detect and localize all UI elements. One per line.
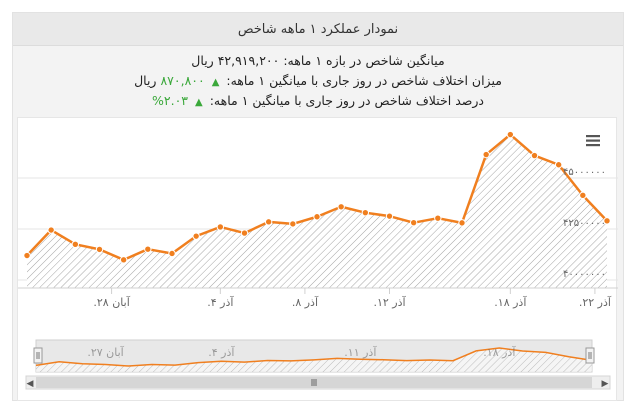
- average-stat: میانگین شاخص در بازه ۱ ماهه: ۴۲,۹۱۹,۲۰۰ …: [13, 51, 623, 71]
- caret-up-icon: ▲: [211, 77, 220, 88]
- navigator-line: [35, 347, 593, 367]
- navigator-scrollbar[interactable]: ◀ ▶: [25, 375, 611, 390]
- navigator-tick-label: آذر ۴.: [208, 345, 235, 359]
- data-point[interactable]: [47, 226, 55, 234]
- percent-value: ۲.۰۳%: [152, 93, 189, 108]
- caret-up-icon: ▲: [195, 97, 203, 108]
- average-unit: ریال: [191, 53, 214, 68]
- data-point[interactable]: [168, 249, 176, 258]
- data-point[interactable]: [95, 245, 104, 254]
- x-tick-label: آذر ۱۸.: [494, 295, 527, 309]
- data-point[interactable]: [264, 218, 273, 226]
- percent-label: درصد اختلاف شاخص در روز جاری با میانگین …: [209, 93, 484, 108]
- data-point[interactable]: [71, 240, 80, 249]
- data-point[interactable]: [216, 223, 225, 231]
- data-point[interactable]: [385, 212, 394, 220]
- y-tick-label: ۴۲۵۰۰۰۰۰: [563, 218, 606, 229]
- series-area: [27, 134, 607, 288]
- data-point[interactable]: [313, 213, 321, 221]
- navigator-tick-label: آذر ۱۱.: [344, 345, 377, 359]
- data-point[interactable]: [579, 191, 587, 200]
- data-point[interactable]: [23, 251, 31, 260]
- x-tick-label: آذر ۸.: [292, 295, 319, 309]
- data-point[interactable]: [289, 220, 297, 228]
- hamburger-menu-icon[interactable]: [585, 133, 601, 149]
- stats-block: میانگین شاخص در بازه ۱ ماهه: ۴۲,۹۱۹,۲۰۰ …: [13, 51, 623, 111]
- scroll-right-arrow-icon[interactable]: ▶: [602, 379, 609, 389]
- data-point[interactable]: [361, 208, 370, 217]
- navigator-left-handle[interactable]: [33, 347, 43, 364]
- navigator-right-handle[interactable]: [585, 347, 595, 364]
- data-point[interactable]: [144, 245, 152, 253]
- average-label: میانگین شاخص در بازه ۱ ماهه:: [283, 53, 445, 68]
- difference-value: ۸۷۰,۸۰۰: [160, 73, 205, 88]
- data-point[interactable]: [240, 229, 249, 237]
- chart-container: آبان ۲۸. آذر ۴. آذر ۸. آذر ۱۲. آذر ۱۸. آذر ۲۲…: [17, 117, 618, 401]
- data-point[interactable]: [530, 151, 539, 160]
- average-value: ۴۲,۹۱۹,۲۰۰: [217, 53, 280, 68]
- data-point[interactable]: [482, 150, 490, 159]
- difference-label: میزان اختلاف شاخص در روز جاری با میانگین…: [226, 73, 502, 88]
- data-point[interactable]: [192, 232, 200, 240]
- data-point[interactable]: [409, 218, 418, 227]
- difference-unit: ریال: [134, 73, 157, 88]
- x-tick-label: آذر ۱۲.: [373, 295, 406, 309]
- scroll-left-arrow-icon[interactable]: ◀: [27, 379, 34, 389]
- line-chart[interactable]: آبان ۲۸. آذر ۴. آذر ۸. آذر ۱۲. آذر ۱۸. آذر ۲۲…: [18, 118, 618, 401]
- navigator[interactable]: آبان ۲۷. آذر ۴. آذر ۱۱. آذر ۱۸.◀ ▶: [25, 339, 611, 390]
- data-point[interactable]: [458, 219, 466, 227]
- difference-stat: میزان اختلاف شاخص در روز جاری با میانگین…: [13, 71, 623, 91]
- data-point[interactable]: [434, 214, 442, 222]
- navigator-tick-label: آبان ۲۷.: [87, 345, 124, 359]
- x-tick-label: آذر ۲۲.: [579, 295, 612, 309]
- navigator-tick-label: آذر ۱۸.: [483, 345, 516, 359]
- data-point[interactable]: [119, 256, 128, 264]
- data-point[interactable]: [554, 161, 563, 169]
- data-point[interactable]: [506, 130, 515, 139]
- data-point[interactable]: [603, 217, 611, 225]
- x-tick-label: آذر ۴.: [207, 295, 234, 309]
- y-tick-label: ۴۰۰۰۰۰۰۰: [563, 269, 606, 280]
- data-point[interactable]: [337, 203, 345, 211]
- percent-stat: درصد اختلاف شاخص در روز جاری با میانگین …: [13, 91, 623, 111]
- x-tick-label: آبان ۲۸.: [93, 295, 130, 309]
- panel-title: نمودار عملکرد ۱ ماهه شاخص: [13, 13, 623, 46]
- y-tick-label: ۴۵۰۰۰۰۰۰: [563, 167, 606, 178]
